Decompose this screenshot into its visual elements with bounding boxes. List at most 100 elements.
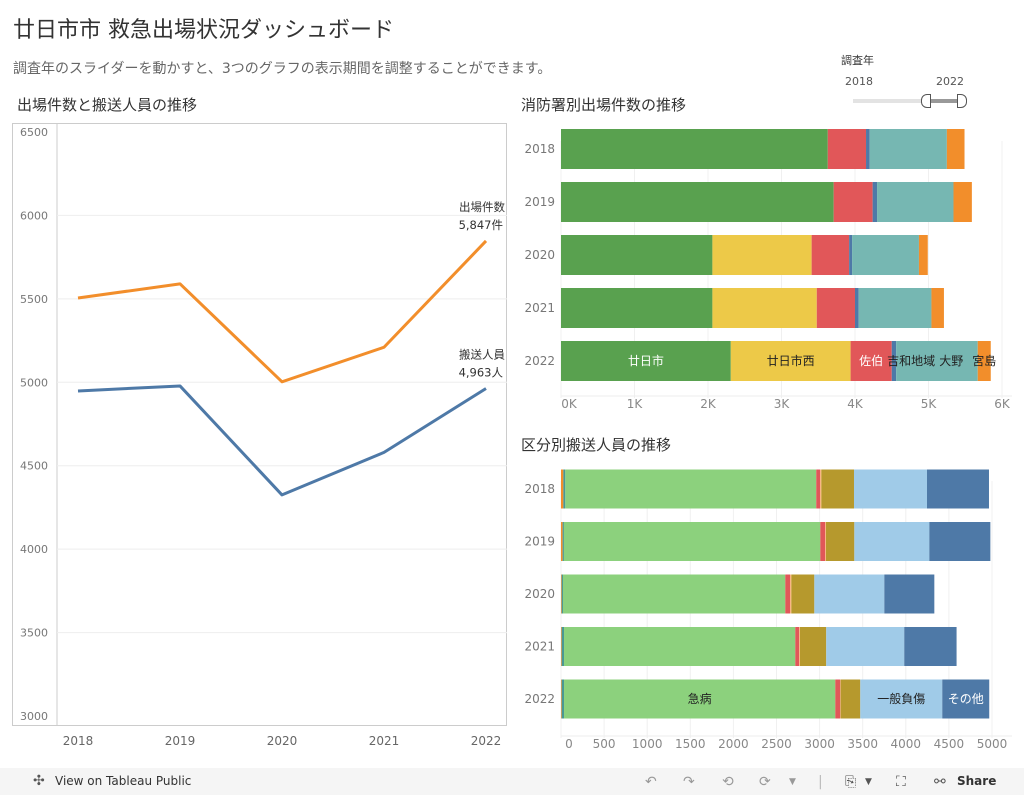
refresh-icon[interactable]: ⟳ xyxy=(759,774,771,790)
x-tick-label: 2021 xyxy=(369,734,400,748)
category-bar-segment xyxy=(835,679,841,719)
category-bar-segment xyxy=(825,522,826,561)
slider-track[interactable] xyxy=(853,99,964,103)
x-tick-label: 0 xyxy=(565,737,573,751)
category-chart-title: 区分別搬送人員の推移 xyxy=(521,436,672,454)
station-bar-segment xyxy=(953,182,972,222)
category-bar-segment xyxy=(821,469,854,509)
category-bar-segment xyxy=(791,574,815,614)
station-bar-segment xyxy=(946,129,965,169)
y-tick-label: 6000 xyxy=(20,209,48,222)
line-end-label-value: 4,963人 xyxy=(459,365,504,379)
category-bar-segment xyxy=(820,469,822,509)
y-tick-label: 2020 xyxy=(524,248,555,262)
refresh-dropdown-icon[interactable]: ▼ xyxy=(789,777,796,787)
station-bar-segment xyxy=(855,288,859,328)
category-bar-segment xyxy=(563,469,566,509)
category-bar-segment xyxy=(561,574,562,614)
y-tick-label: 4000 xyxy=(20,543,48,556)
series-line-transported xyxy=(77,384,487,497)
category-segment-label: 急病 xyxy=(688,691,712,706)
x-tick-label: 3000 xyxy=(804,737,835,751)
download-icon[interactable]: ⎘ xyxy=(845,774,857,790)
category-bar-segment xyxy=(840,679,841,719)
x-tick-label: 500 xyxy=(593,737,616,751)
category-bar-segment xyxy=(929,522,991,561)
category-bar-segment xyxy=(561,574,563,614)
category-bar-segment xyxy=(814,574,885,614)
share-button[interactable]: Share xyxy=(957,774,997,788)
x-tick-label: 4500 xyxy=(934,737,965,751)
share-icon[interactable]: ⚯ xyxy=(934,774,946,790)
x-tick-label: 3K xyxy=(774,397,791,411)
category-bar-segment xyxy=(565,469,817,509)
series-line-dispatches xyxy=(77,239,488,384)
x-tick-label: 2019 xyxy=(165,734,196,748)
category-segment-label: 一般負傷 xyxy=(877,691,925,706)
station-bar-segment xyxy=(891,341,897,381)
category-bar-segment xyxy=(820,522,826,561)
x-tick-label: 5K xyxy=(921,397,938,411)
category-bar-segment xyxy=(561,469,564,509)
y-tick-label: 2019 xyxy=(524,535,555,549)
category-bar-segment xyxy=(860,679,943,719)
y-tick-label: 2018 xyxy=(524,142,555,156)
station-bar-segment xyxy=(833,182,873,222)
station-bar-segment xyxy=(869,129,947,169)
category-bar-segment xyxy=(927,469,989,509)
category-bar-segment xyxy=(562,522,564,561)
category-bar-segment xyxy=(561,627,565,666)
station-segment-label: 佐伯 xyxy=(859,353,883,368)
slider-range[interactable] xyxy=(927,99,961,103)
y-tick-label: 2019 xyxy=(524,195,555,209)
station-segment-label: 廿日市西 xyxy=(767,353,815,368)
x-tick-label: 3500 xyxy=(847,737,878,751)
category-bar-segment xyxy=(563,522,821,561)
view-on-tableau-link[interactable]: View on Tableau Public xyxy=(55,774,192,788)
dashboard-subtitle: 調査年のスライダーを動かすと、3つのグラフの表示期間を調整することができます。 xyxy=(13,61,552,77)
category-bar-segment xyxy=(826,627,905,666)
y-tick-label: 2020 xyxy=(524,587,555,601)
station-segment-label: 宮島 xyxy=(972,353,996,368)
revert-icon[interactable]: ⟲ xyxy=(722,774,734,790)
y-tick-label: 5000 xyxy=(20,376,48,389)
y-tick-label: 2018 xyxy=(524,482,555,496)
category-bar-segment xyxy=(816,469,821,509)
line-end-label-value: 5,847件 xyxy=(459,218,503,232)
y-tick-label: 2022 xyxy=(524,354,555,368)
download-dropdown-icon[interactable]: ▼ xyxy=(865,777,872,787)
line-end-label-name: 搬送人員 xyxy=(459,347,505,361)
station-bar-segment xyxy=(866,129,870,169)
category-bar-segment xyxy=(825,522,855,561)
x-tick-label: 4000 xyxy=(891,737,922,751)
category-bar-segment xyxy=(904,627,957,666)
category-bar-segment xyxy=(564,627,796,666)
dashboard-title: 廿日市市 救急出場状況ダッシュボード xyxy=(13,18,394,43)
x-tick-label: 1K xyxy=(627,397,644,411)
slider-end-handle[interactable] xyxy=(957,94,967,108)
station-bar-segment xyxy=(561,182,834,222)
station-bar-segment xyxy=(849,235,853,275)
x-tick-label: 1000 xyxy=(632,737,663,751)
y-tick-label: 2022 xyxy=(524,692,555,706)
station-segment-label: 大野 xyxy=(939,354,963,368)
y-tick-label: 2021 xyxy=(524,640,555,654)
fullscreen-icon[interactable]: ⛶ xyxy=(896,774,906,790)
y-tick-label: 4500 xyxy=(20,460,48,473)
redo-icon[interactable]: ↷ xyxy=(683,774,695,790)
y-tick-label: 5500 xyxy=(20,293,48,306)
station-bar-segment xyxy=(561,235,713,275)
category-bar-segment xyxy=(799,627,800,666)
undo-icon[interactable]: ↶ xyxy=(645,774,657,790)
tableau-logo-icon: ✣ xyxy=(33,773,45,789)
station-bar-segment xyxy=(561,288,713,328)
divider: | xyxy=(818,774,823,790)
category-bar-segment xyxy=(884,574,935,614)
x-tick-label: 2022 xyxy=(471,734,502,748)
slider-label: 調査年 xyxy=(841,54,874,67)
slider-start-handle[interactable] xyxy=(921,94,931,108)
x-tick-label: 2000 xyxy=(718,737,749,751)
category-bar-segment xyxy=(854,522,930,561)
category-segment-label: その他 xyxy=(948,692,984,706)
